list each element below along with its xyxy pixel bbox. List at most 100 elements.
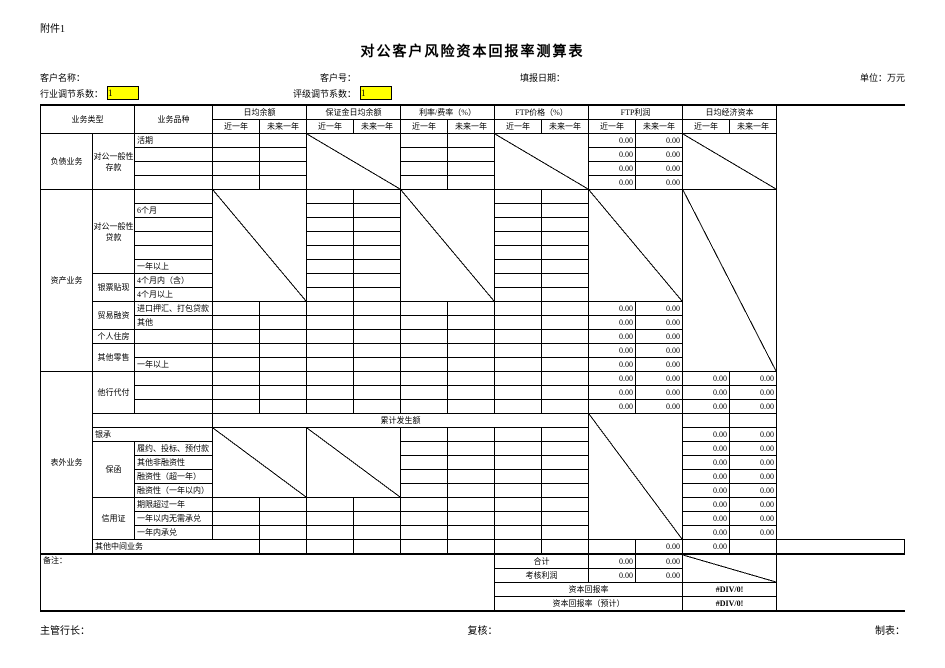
cell[interactable] xyxy=(495,204,542,218)
cell[interactable] xyxy=(307,316,354,330)
cell[interactable] xyxy=(542,470,589,484)
cell[interactable] xyxy=(307,288,354,302)
industry-coeff-input[interactable]: 1 xyxy=(107,86,139,100)
cell[interactable] xyxy=(542,526,589,540)
cell[interactable] xyxy=(542,260,589,274)
cell[interactable] xyxy=(495,288,542,302)
cell[interactable] xyxy=(448,344,495,358)
cell[interactable] xyxy=(354,246,401,260)
cell[interactable] xyxy=(448,162,495,176)
cell[interactable] xyxy=(401,162,448,176)
cell[interactable] xyxy=(260,330,307,344)
cell[interactable] xyxy=(495,498,542,512)
cell[interactable] xyxy=(542,540,589,555)
cell[interactable] xyxy=(589,540,636,555)
cell[interactable] xyxy=(542,386,589,400)
cell[interactable] xyxy=(260,162,307,176)
cell[interactable] xyxy=(542,372,589,386)
cell[interactable] xyxy=(213,134,260,148)
cell[interactable] xyxy=(307,260,354,274)
cell[interactable] xyxy=(354,330,401,344)
cell[interactable] xyxy=(260,526,307,540)
cell[interactable] xyxy=(213,162,260,176)
cell[interactable] xyxy=(307,204,354,218)
cell[interactable] xyxy=(542,442,589,456)
cell[interactable] xyxy=(213,526,260,540)
cell[interactable] xyxy=(542,288,589,302)
cell[interactable] xyxy=(495,330,542,344)
cell[interactable] xyxy=(495,428,542,442)
cell[interactable] xyxy=(401,358,448,372)
cell[interactable] xyxy=(354,512,401,526)
cell[interactable] xyxy=(495,344,542,358)
cell[interactable] xyxy=(542,190,589,204)
cell[interactable] xyxy=(260,498,307,512)
cell[interactable] xyxy=(448,470,495,484)
cell[interactable] xyxy=(401,176,448,190)
cell[interactable] xyxy=(542,512,589,526)
cell[interactable] xyxy=(448,386,495,400)
cell[interactable] xyxy=(542,218,589,232)
cell[interactable] xyxy=(542,484,589,498)
cell[interactable] xyxy=(542,274,589,288)
cell[interactable] xyxy=(260,148,307,162)
cell[interactable] xyxy=(354,358,401,372)
cell[interactable] xyxy=(354,274,401,288)
cell[interactable] xyxy=(495,442,542,456)
cell[interactable] xyxy=(495,190,542,204)
cell[interactable] xyxy=(307,526,354,540)
cell[interactable] xyxy=(448,134,495,148)
cell[interactable] xyxy=(401,442,448,456)
cell[interactable] xyxy=(260,176,307,190)
cell[interactable] xyxy=(495,372,542,386)
cell[interactable] xyxy=(495,484,542,498)
cell[interactable] xyxy=(542,246,589,260)
cell[interactable] xyxy=(495,358,542,372)
cell[interactable] xyxy=(542,302,589,316)
cell[interactable] xyxy=(401,540,448,555)
cell[interactable] xyxy=(448,456,495,470)
cell[interactable] xyxy=(307,218,354,232)
cell[interactable] xyxy=(354,526,401,540)
cell[interactable] xyxy=(448,442,495,456)
cell[interactable] xyxy=(260,358,307,372)
cell[interactable] xyxy=(448,372,495,386)
cell[interactable] xyxy=(495,400,542,414)
cell[interactable] xyxy=(401,456,448,470)
cell[interactable] xyxy=(401,484,448,498)
cell[interactable] xyxy=(307,274,354,288)
cell[interactable] xyxy=(213,344,260,358)
cell[interactable] xyxy=(401,134,448,148)
cell[interactable] xyxy=(213,302,260,316)
cell[interactable] xyxy=(542,498,589,512)
cell[interactable] xyxy=(401,498,448,512)
cell[interactable] xyxy=(401,148,448,162)
cell[interactable] xyxy=(354,344,401,358)
cell[interactable] xyxy=(213,358,260,372)
cell[interactable] xyxy=(495,316,542,330)
cell[interactable] xyxy=(354,386,401,400)
cell[interactable] xyxy=(495,512,542,526)
cell[interactable] xyxy=(213,148,260,162)
cell[interactable] xyxy=(448,316,495,330)
cell[interactable] xyxy=(213,386,260,400)
cell[interactable] xyxy=(307,358,354,372)
cell[interactable] xyxy=(448,358,495,372)
cell[interactable] xyxy=(448,148,495,162)
cell[interactable] xyxy=(213,498,260,512)
cell[interactable] xyxy=(354,232,401,246)
cell[interactable] xyxy=(260,386,307,400)
cell[interactable] xyxy=(401,470,448,484)
cell[interactable] xyxy=(495,302,542,316)
cell[interactable] xyxy=(495,456,542,470)
cell[interactable] xyxy=(448,540,495,555)
cell[interactable] xyxy=(495,218,542,232)
cell[interactable] xyxy=(401,344,448,358)
cell[interactable] xyxy=(495,540,542,555)
cell[interactable] xyxy=(542,316,589,330)
cell[interactable] xyxy=(260,540,307,555)
cell[interactable] xyxy=(495,274,542,288)
cell[interactable] xyxy=(495,386,542,400)
cell[interactable] xyxy=(307,190,354,204)
cell[interactable] xyxy=(213,330,260,344)
